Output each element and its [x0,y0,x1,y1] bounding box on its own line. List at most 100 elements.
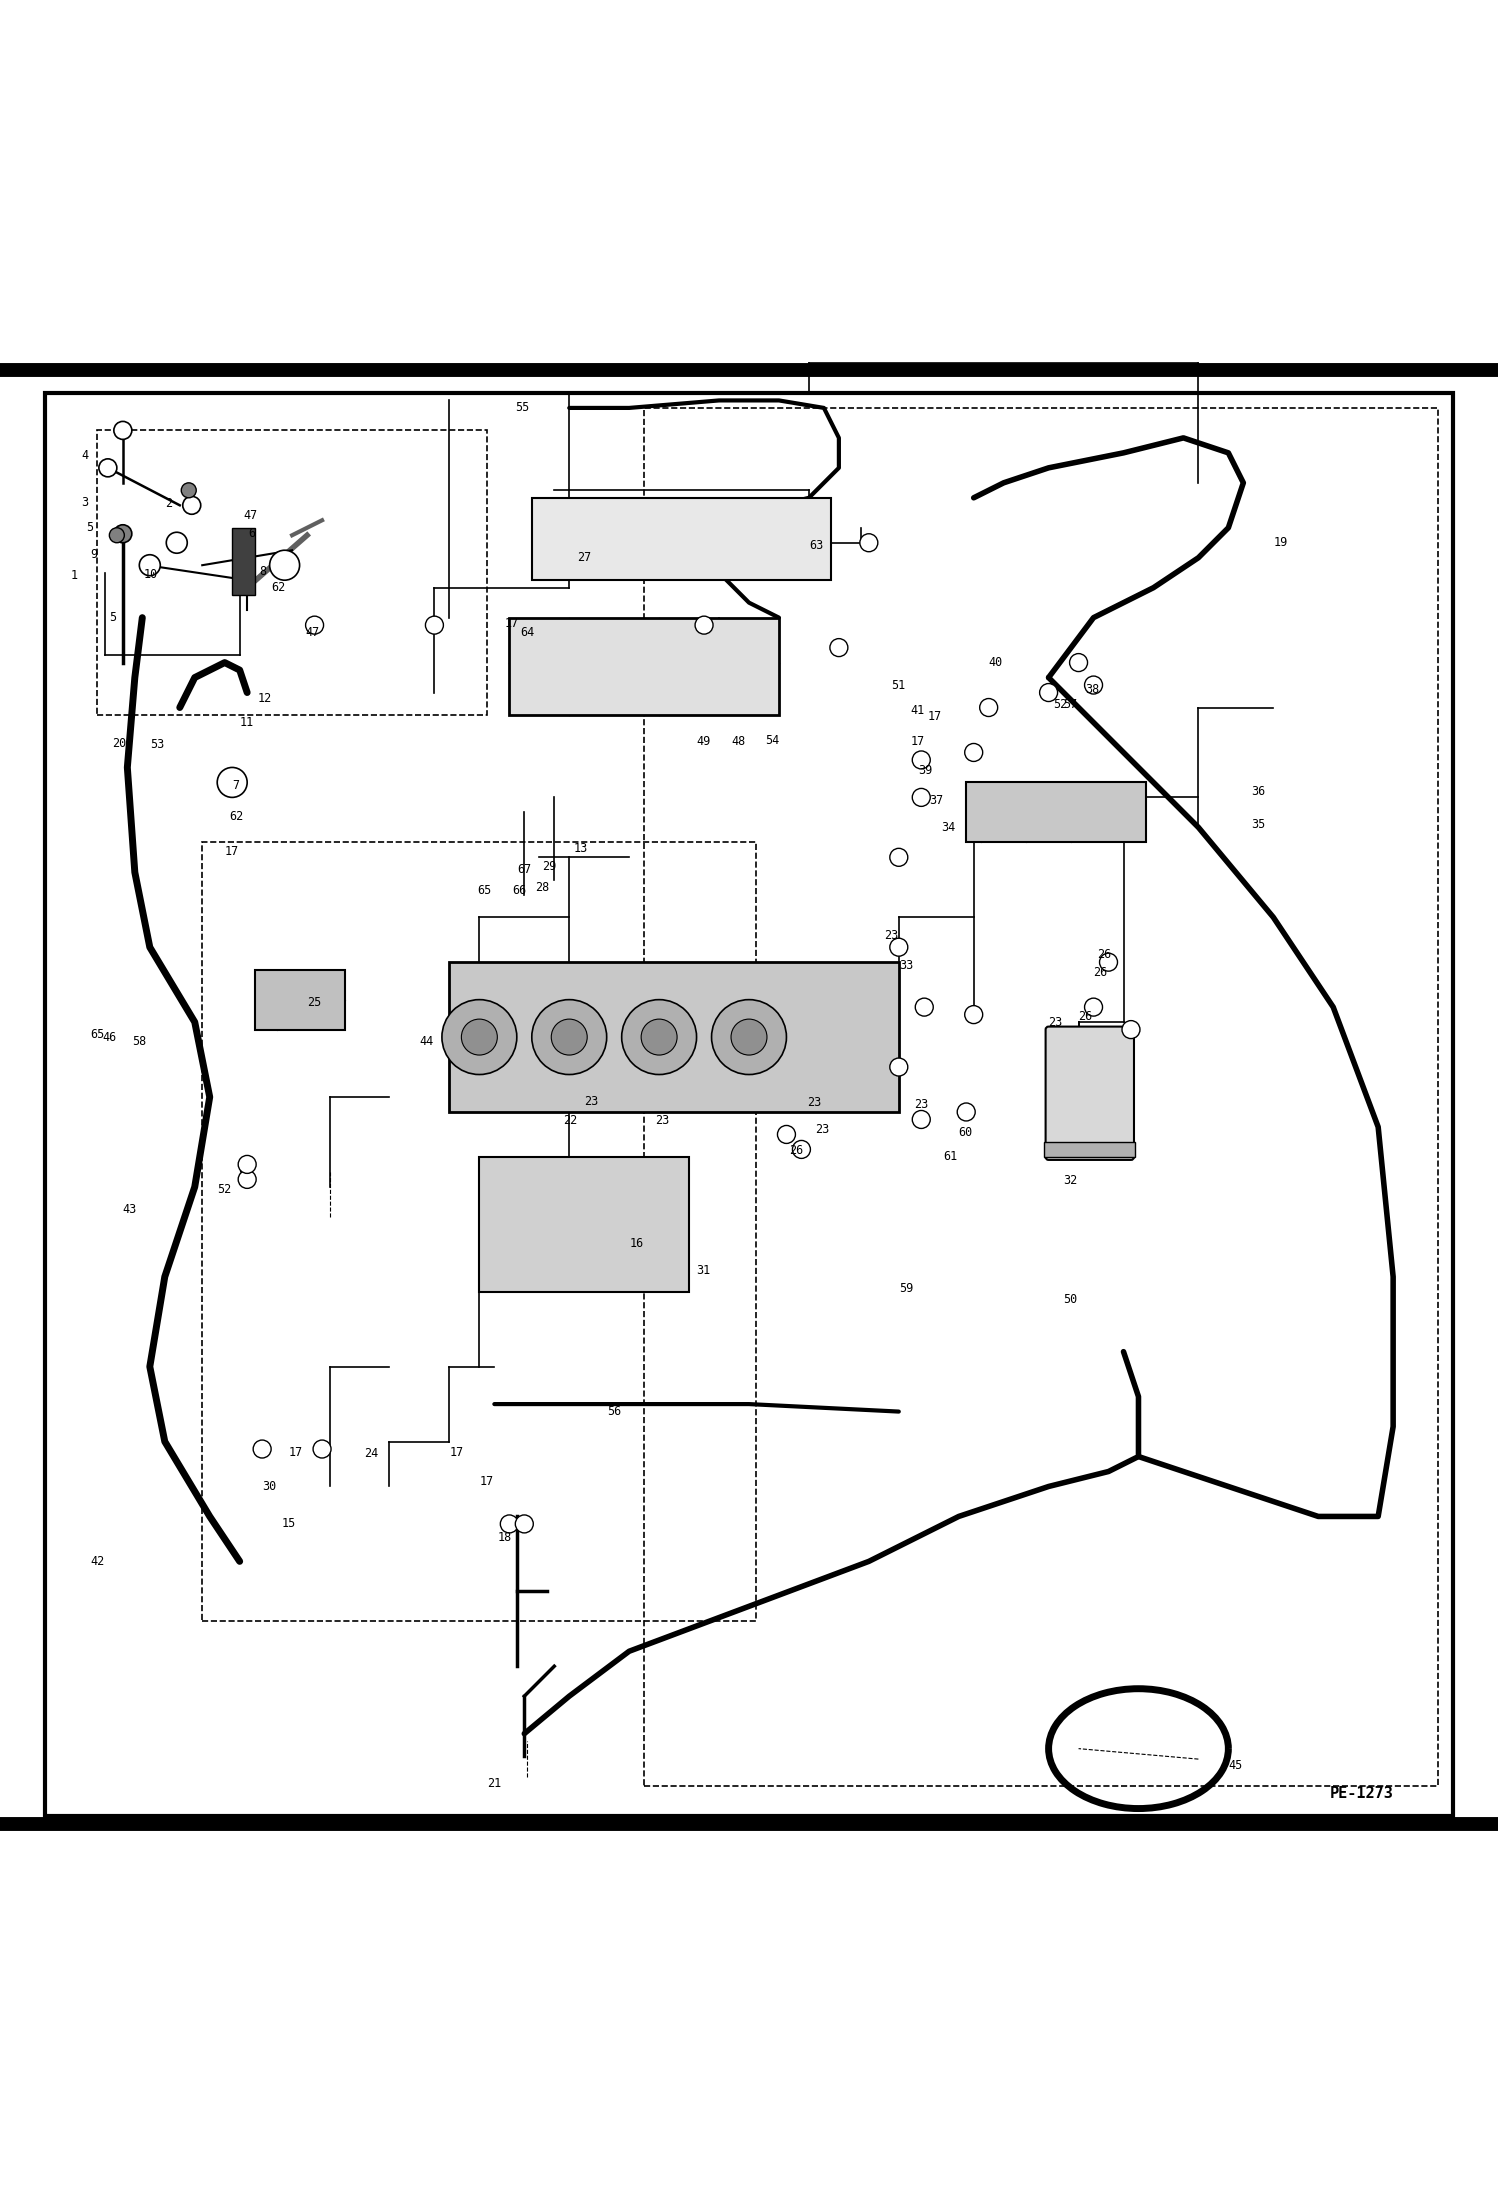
Circle shape [777,1126,795,1143]
Circle shape [270,551,300,579]
Text: 5: 5 [109,612,117,623]
Circle shape [641,1018,677,1055]
Text: 63: 63 [809,540,824,553]
Text: 56: 56 [607,1404,622,1417]
Text: 59: 59 [899,1281,914,1294]
Bar [202,842,756,1621]
Text: 17: 17 [449,1446,464,1459]
Text: 17: 17 [911,735,926,748]
Text: 54: 54 [765,735,780,746]
Text: 23: 23 [584,1095,599,1108]
Circle shape [712,1000,786,1075]
Circle shape [109,529,124,542]
Circle shape [551,1018,587,1055]
Text: 52: 52 [1053,698,1068,711]
Text: 18: 18 [497,1531,512,1545]
Bar [97,430,487,715]
Circle shape [181,483,196,498]
Bar [255,970,345,1029]
Text: 58: 58 [132,1036,147,1049]
Text: 13: 13 [574,842,589,856]
Circle shape [912,788,930,807]
Circle shape [1085,676,1103,693]
Circle shape [166,533,187,553]
Text: 47: 47 [243,509,258,522]
Circle shape [890,1058,908,1075]
Text: 15: 15 [282,1518,297,1531]
Circle shape [980,698,998,717]
Text: 2: 2 [165,498,172,511]
Text: 23: 23 [884,928,899,941]
Circle shape [139,555,160,575]
Text: 62: 62 [229,810,244,823]
Text: 43: 43 [123,1202,138,1215]
Bar [1044,1141,1135,1156]
Text: 28: 28 [535,880,550,893]
Text: 34: 34 [941,821,956,834]
Circle shape [860,533,878,551]
Text: 1: 1 [70,568,78,581]
Text: 62: 62 [271,581,286,595]
Circle shape [238,1156,256,1174]
Circle shape [114,524,132,542]
Text: 35: 35 [1251,818,1266,832]
Circle shape [532,1000,607,1075]
Bar [966,783,1146,842]
Text: 60: 60 [959,1126,974,1139]
Text: 20: 20 [112,737,127,750]
Text: 52: 52 [217,1183,232,1196]
Text: 23: 23 [1049,1016,1064,1029]
Text: 26: 26 [1094,965,1109,979]
Text: 46: 46 [102,1031,117,1044]
Text: 27: 27 [577,551,592,564]
Text: 49: 49 [697,735,712,748]
Circle shape [915,998,933,1016]
Text: 21: 21 [487,1777,502,1790]
Bar [509,619,779,715]
Circle shape [957,1104,975,1121]
Text: 53: 53 [150,739,165,753]
Text: 64: 64 [520,625,535,638]
Text: 23: 23 [815,1123,830,1136]
Circle shape [114,421,132,439]
Circle shape [890,849,908,867]
Text: 11: 11 [240,715,255,728]
Circle shape [1100,952,1118,972]
FancyBboxPatch shape [479,1156,689,1292]
Text: 17: 17 [505,617,520,630]
Text: 51: 51 [891,678,906,691]
Circle shape [912,750,930,768]
Text: 26: 26 [1079,1009,1094,1022]
Circle shape [461,1018,497,1055]
Text: 39: 39 [918,764,933,777]
Text: 6: 6 [249,527,256,540]
Circle shape [238,1169,256,1189]
Circle shape [217,768,247,796]
Text: 7: 7 [232,779,240,792]
Text: 22: 22 [563,1115,578,1128]
Text: 8: 8 [259,564,267,577]
Text: 65: 65 [476,884,491,897]
Circle shape [253,1439,271,1459]
Text: 57: 57 [1062,698,1077,711]
Circle shape [622,1000,697,1075]
Text: 38: 38 [1085,682,1100,695]
Text: 19: 19 [1273,535,1288,548]
Text: 26: 26 [789,1145,804,1158]
Circle shape [442,1000,517,1075]
Text: 23: 23 [914,1097,929,1110]
Text: 50: 50 [1064,1292,1079,1305]
Text: 55: 55 [515,402,530,415]
Text: 66: 66 [512,884,527,897]
Text: 17: 17 [225,845,240,858]
Text: 16: 16 [629,1237,644,1251]
Text: 31: 31 [697,1264,712,1277]
Text: 29: 29 [542,860,557,873]
Text: 36: 36 [1251,785,1266,799]
Bar [232,529,255,595]
Text: 41: 41 [911,704,926,717]
Text: 32: 32 [1064,1174,1079,1187]
Text: 3: 3 [81,496,88,509]
Text: 12: 12 [258,691,273,704]
Text: 17: 17 [927,711,942,724]
